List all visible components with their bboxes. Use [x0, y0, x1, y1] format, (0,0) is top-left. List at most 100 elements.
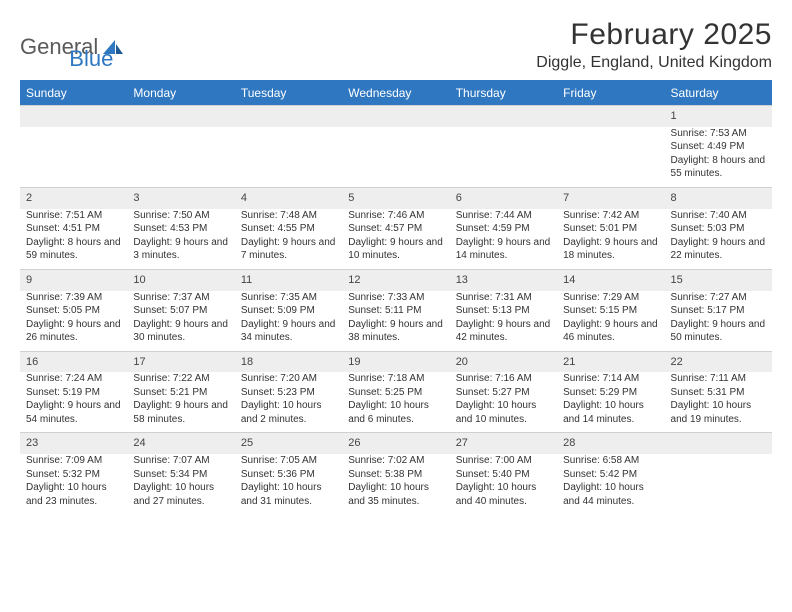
day-detail-cell: [127, 127, 234, 188]
day-number-cell: 4: [235, 187, 342, 208]
day-number-cell: 6: [450, 187, 557, 208]
sunrise-text: Sunrise: 7:42 AM: [563, 209, 658, 223]
sunset-text: Sunset: 5:15 PM: [563, 304, 658, 318]
sunset-text: Sunset: 5:13 PM: [456, 304, 551, 318]
sunrise-text: Sunrise: 7:53 AM: [671, 127, 766, 141]
day-detail-cell: Sunrise: 7:40 AMSunset: 5:03 PMDaylight:…: [665, 209, 772, 270]
day-number-cell: 1: [665, 106, 772, 127]
sunrise-text: Sunrise: 7:27 AM: [671, 291, 766, 305]
day-number-cell: 12: [342, 269, 449, 290]
daylight-text: Daylight: 9 hours and 26 minutes.: [26, 318, 121, 345]
sunrise-text: Sunrise: 7:35 AM: [241, 291, 336, 305]
daylight-text: Daylight: 10 hours and 35 minutes.: [348, 481, 443, 508]
weekday-header: Tuesday: [235, 81, 342, 106]
sunset-text: Sunset: 5:36 PM: [241, 468, 336, 482]
sunset-text: Sunset: 5:23 PM: [241, 386, 336, 400]
daylight-text: Daylight: 10 hours and 31 minutes.: [241, 481, 336, 508]
day-detail-cell: Sunrise: 6:58 AMSunset: 5:42 PMDaylight:…: [557, 454, 664, 514]
day-number-cell: [450, 106, 557, 127]
sunset-text: Sunset: 5:19 PM: [26, 386, 121, 400]
daylight-text: Daylight: 9 hours and 10 minutes.: [348, 236, 443, 263]
day-number-cell: 9: [20, 269, 127, 290]
logo-text-blue: Blue: [69, 46, 113, 72]
day-detail-cell: Sunrise: 7:09 AMSunset: 5:32 PMDaylight:…: [20, 454, 127, 514]
header: General Blue February 2025 Diggle, Engla…: [20, 18, 772, 72]
sunrise-text: Sunrise: 7:09 AM: [26, 454, 121, 468]
sunrise-text: Sunrise: 7:39 AM: [26, 291, 121, 305]
sunrise-text: Sunrise: 7:16 AM: [456, 372, 551, 386]
daylight-text: Daylight: 10 hours and 6 minutes.: [348, 399, 443, 426]
day-detail-row: Sunrise: 7:24 AMSunset: 5:19 PM Daylight:…: [20, 372, 772, 433]
sunrise-text: Sunrise: 7:24 AM: [26, 372, 121, 386]
weekday-header: Friday: [557, 81, 664, 106]
sunrise-text: Sunrise: 7:50 AM: [133, 209, 228, 223]
daylight-text: Daylight: 10 hours and 14 minutes.: [563, 399, 658, 426]
day-detail-cell: Sunrise: 7:00 AMSunset: 5:40 PMDaylight:…: [450, 454, 557, 514]
sunrise-text: Sunrise: 7:05 AM: [241, 454, 336, 468]
day-detail-cell: [450, 127, 557, 188]
day-number-cell: 26: [342, 433, 449, 454]
sunrise-text: Sunrise: 7:44 AM: [456, 209, 551, 223]
calendar-table: Sunday Monday Tuesday Wednesday Thursday…: [20, 81, 772, 514]
day-number-row: 9101112131415: [20, 269, 772, 290]
daylight-text: Daylight: 9 hours and 34 minutes.: [241, 318, 336, 345]
weekday-header: Sunday: [20, 81, 127, 106]
day-number-cell: 3: [127, 187, 234, 208]
sunrise-text: Sunrise: 7:00 AM: [456, 454, 551, 468]
day-detail-cell: Sunrise: 7:14 AMSunset: 5:29 PMDaylight:…: [557, 372, 664, 433]
day-number-cell: 20: [450, 351, 557, 372]
sunset-text: Sunset: 5:40 PM: [456, 468, 551, 482]
day-detail-cell: Sunrise: 7:16 AMSunset: 5:27 PMDaylight:…: [450, 372, 557, 433]
weekday-header: Saturday: [665, 81, 772, 106]
sunset-text: Sunset: 4:59 PM: [456, 222, 551, 236]
sunset-text: Sunset: 5:17 PM: [671, 304, 766, 318]
sunset-text: Sunset: 5:01 PM: [563, 222, 658, 236]
sunrise-text: Sunrise: 7:48 AM: [241, 209, 336, 223]
day-detail-row: Sunrise: 7:53 AMSunset: 4:49 PMDaylight:…: [20, 127, 772, 188]
daylight-text: Daylight: 10 hours and 19 minutes.: [671, 399, 766, 426]
day-detail-cell: [342, 127, 449, 188]
sunset-text: Sunset: 4:57 PM: [348, 222, 443, 236]
day-number-cell: 13: [450, 269, 557, 290]
day-detail-cell: Sunrise: 7:18 AMSunset: 5:25 PMDaylight:…: [342, 372, 449, 433]
sunset-text: Sunset: 5:25 PM: [348, 386, 443, 400]
day-detail-cell: Sunrise: 7:42 AMSunset: 5:01 PMDaylight:…: [557, 209, 664, 270]
sunset-text: Sunset: 4:49 PM: [671, 140, 766, 154]
day-number-cell: 25: [235, 433, 342, 454]
daylight-text: Daylight: 10 hours and 40 minutes.: [456, 481, 551, 508]
day-detail-row: Sunrise: 7:39 AMSunset: 5:05 PMDaylight:…: [20, 291, 772, 352]
day-detail-cell: Sunrise: 7:29 AMSunset: 5:15 PMDaylight:…: [557, 291, 664, 352]
sunset-text: Sunset: 5:27 PM: [456, 386, 551, 400]
sunset-text: Sunset: 5:11 PM: [348, 304, 443, 318]
day-number-cell: 15: [665, 269, 772, 290]
day-number-cell: 24: [127, 433, 234, 454]
sunrise-text: Sunrise: 7:02 AM: [348, 454, 443, 468]
weekday-header-row: Sunday Monday Tuesday Wednesday Thursday…: [20, 81, 772, 106]
daylight-text: Daylight: 9 hours and 50 minutes.: [671, 318, 766, 345]
sunrise-text: Sunrise: 7:14 AM: [563, 372, 658, 386]
day-number-cell: 21: [557, 351, 664, 372]
sunset-text: Sunset: 4:51 PM: [26, 222, 121, 236]
day-number-row: 1: [20, 106, 772, 127]
day-detail-cell: Sunrise: 7:51 AMSunset: 4:51 PMDaylight:…: [20, 209, 127, 270]
day-detail-cell: Sunrise: 7:27 AMSunset: 5:17 PMDaylight:…: [665, 291, 772, 352]
sunset-text: Sunset: 5:21 PM: [133, 386, 228, 400]
daylight-text: Daylight: 9 hours and 46 minutes.: [563, 318, 658, 345]
sunrise-text: Sunrise: 7:22 AM: [133, 372, 228, 386]
day-detail-cell: Sunrise: 7:20 AMSunset: 5:23 PMDaylight:…: [235, 372, 342, 433]
day-detail-cell: Sunrise: 7:02 AMSunset: 5:38 PMDaylight:…: [342, 454, 449, 514]
day-number-cell: 2: [20, 187, 127, 208]
daylight-text: Daylight: 10 hours and 44 minutes.: [563, 481, 658, 508]
sunset-text: Sunset: 5:05 PM: [26, 304, 121, 318]
day-detail-cell: Sunrise: 7:53 AMSunset: 4:49 PMDaylight:…: [665, 127, 772, 188]
day-detail-cell: Sunrise: 7:39 AMSunset: 5:05 PMDaylight:…: [20, 291, 127, 352]
sunset-text: Sunset: 5:03 PM: [671, 222, 766, 236]
sunrise-text: Sunrise: 7:07 AM: [133, 454, 228, 468]
day-detail-cell: Sunrise: 7:50 AMSunset: 4:53 PMDaylight:…: [127, 209, 234, 270]
sunrise-text: Sunrise: 7:51 AM: [26, 209, 121, 223]
daylight-text: Daylight: 8 hours and 55 minutes.: [671, 154, 766, 181]
sunrise-text: Sunrise: 7:18 AM: [348, 372, 443, 386]
sunrise-text: Sunrise: 6:58 AM: [563, 454, 658, 468]
sunset-text: Sunset: 5:32 PM: [26, 468, 121, 482]
day-number-row: 232425262728: [20, 433, 772, 454]
